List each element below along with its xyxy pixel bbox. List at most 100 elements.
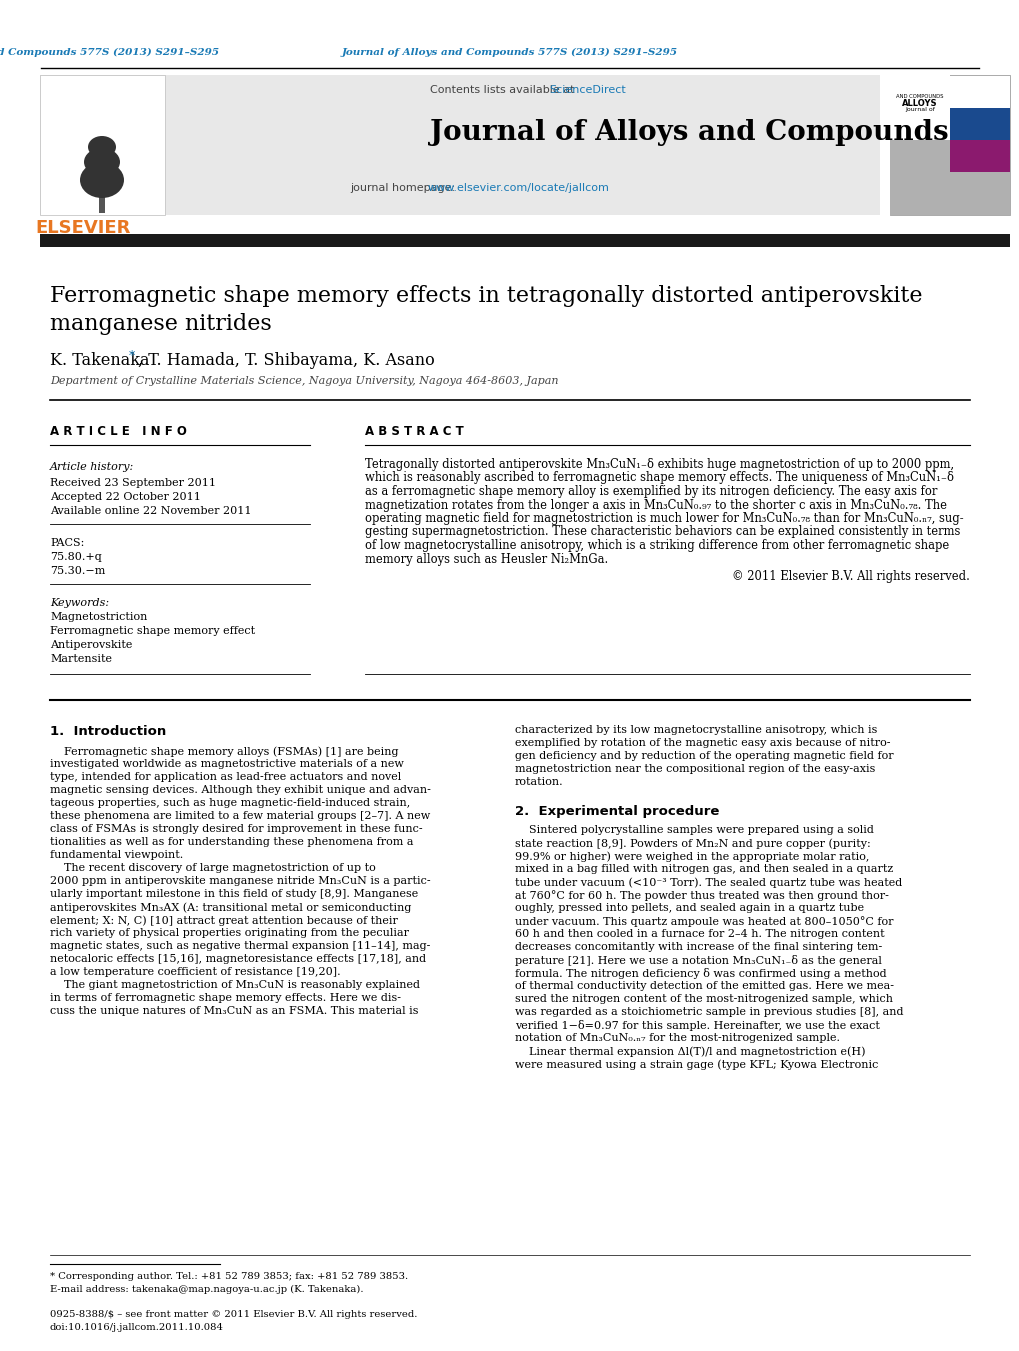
Text: verified 1−δ=0.97 for this sample. Hereinafter, we use the exact: verified 1−δ=0.97 for this sample. Herei… bbox=[515, 1020, 879, 1031]
Text: formula. The nitrogen deficiency δ was confirmed using a method: formula. The nitrogen deficiency δ was c… bbox=[515, 969, 886, 979]
Text: was regarded as a stoichiometric sample in previous studies [8], and: was regarded as a stoichiometric sample … bbox=[515, 1006, 903, 1017]
Text: these phenomena are limited to a few material groups [2–7]. A new: these phenomena are limited to a few mat… bbox=[50, 811, 430, 821]
Text: characterized by its low magnetocrystalline anisotropy, which is: characterized by its low magnetocrystall… bbox=[515, 725, 876, 735]
Text: state reaction [8,9]. Powders of Mn₂N and pure copper (purity:: state reaction [8,9]. Powders of Mn₂N an… bbox=[515, 838, 870, 848]
Text: notation of Mn₃CuN₀.ₙ₇ for the most-nitrogenized sample.: notation of Mn₃CuN₀.ₙ₇ for the most-nitr… bbox=[515, 1034, 840, 1043]
Text: memory alloys such as Heusler Ni₂MnGa.: memory alloys such as Heusler Ni₂MnGa. bbox=[365, 553, 607, 566]
Text: Journal of Alloys and Compounds 577S (2013) S291–S295: Journal of Alloys and Compounds 577S (20… bbox=[341, 47, 678, 57]
Bar bbox=[949, 141, 1009, 172]
Text: , T. Hamada, T. Shibayama, K. Asano: , T. Hamada, T. Shibayama, K. Asano bbox=[138, 353, 434, 369]
Text: Tetragonally distorted antiperovskite Mn₃CuN₁₋δ exhibits huge magnetostriction o: Tetragonally distorted antiperovskite Mn… bbox=[365, 458, 953, 471]
Text: Ferromagnetic shape memory effects in tetragonally distorted antiperovskite: Ferromagnetic shape memory effects in te… bbox=[50, 285, 921, 307]
Text: rotation.: rotation. bbox=[515, 777, 564, 788]
Text: Contents lists available at: Contents lists available at bbox=[430, 85, 578, 95]
Text: operating magnetic field for magnetostriction is much lower for Mn₃CuN₀.₇₈ than : operating magnetic field for magnetostri… bbox=[365, 512, 963, 526]
Text: The giant magnetostriction of Mn₃CuN is reasonably explained: The giant magnetostriction of Mn₃CuN is … bbox=[50, 979, 420, 990]
Text: * Corresponding author. Tel.: +81 52 789 3853; fax: +81 52 789 3853.: * Corresponding author. Tel.: +81 52 789… bbox=[50, 1273, 408, 1281]
Ellipse shape bbox=[79, 162, 124, 199]
Text: of low magnetocrystalline anisotropy, which is a striking difference from other : of low magnetocrystalline anisotropy, wh… bbox=[365, 539, 949, 553]
Text: A R T I C L E   I N F O: A R T I C L E I N F O bbox=[50, 426, 186, 438]
Text: fundamental viewpoint.: fundamental viewpoint. bbox=[50, 850, 183, 861]
Text: decreases concomitantly with increase of the final sintering tem-: decreases concomitantly with increase of… bbox=[515, 942, 881, 952]
Text: © 2011 Elsevier B.V. All rights reserved.: © 2011 Elsevier B.V. All rights reserved… bbox=[732, 570, 969, 584]
Bar bbox=[40, 76, 879, 215]
Text: K. Takenaka: K. Takenaka bbox=[50, 353, 150, 369]
Text: Martensite: Martensite bbox=[50, 654, 112, 663]
Text: perature [21]. Here we use a notation Mn₃CuN₁₋δ as the general: perature [21]. Here we use a notation Mn… bbox=[515, 955, 881, 966]
Text: Journal of Alloys and Compounds: Journal of Alloys and Compounds bbox=[430, 119, 948, 146]
Text: www.elsevier.com/locate/jallcom: www.elsevier.com/locate/jallcom bbox=[427, 182, 608, 193]
Text: Available online 22 November 2011: Available online 22 November 2011 bbox=[50, 507, 252, 516]
Text: Accepted 22 October 2011: Accepted 22 October 2011 bbox=[50, 492, 201, 503]
Text: magnetic sensing devices. Although they exhibit unique and advan-: magnetic sensing devices. Although they … bbox=[50, 785, 430, 794]
Text: doi:10.1016/j.jallcom.2011.10.084: doi:10.1016/j.jallcom.2011.10.084 bbox=[50, 1323, 224, 1332]
Bar bbox=[40, 234, 1009, 247]
Text: The recent discovery of large magnetostriction of up to: The recent discovery of large magnetostr… bbox=[50, 863, 375, 873]
Text: were measured using a strain gage (type KFL; Kyowa Electronic: were measured using a strain gage (type … bbox=[515, 1059, 877, 1070]
Text: Journal of: Journal of bbox=[904, 108, 934, 112]
Bar bbox=[890, 76, 949, 141]
Bar bbox=[890, 141, 1009, 215]
Text: Ferromagnetic shape memory effect: Ferromagnetic shape memory effect bbox=[50, 626, 255, 636]
Text: as a ferromagnetic shape memory alloy is exemplified by its nitrogen deficiency.: as a ferromagnetic shape memory alloy is… bbox=[365, 485, 936, 499]
Text: under vacuum. This quartz ampoule was heated at 800–1050°C for: under vacuum. This quartz ampoule was he… bbox=[515, 916, 893, 927]
Bar bbox=[949, 108, 1009, 141]
Text: investigated worldwide as magnetostrictive materials of a new: investigated worldwide as magnetostricti… bbox=[50, 759, 404, 769]
Text: 75.30.−m: 75.30.−m bbox=[50, 566, 105, 576]
Text: netocaloric effects [15,16], magnetoresistance effects [17,18], and: netocaloric effects [15,16], magnetoresi… bbox=[50, 954, 426, 965]
Text: which is reasonably ascribed to ferromagnetic shape memory effects. The uniquene: which is reasonably ascribed to ferromag… bbox=[365, 471, 953, 485]
Text: Article history:: Article history: bbox=[50, 462, 135, 471]
Text: tube under vacuum (<10⁻³ Torr). The sealed quartz tube was heated: tube under vacuum (<10⁻³ Torr). The seal… bbox=[515, 877, 902, 888]
Text: tionalities as well as for understanding these phenomena from a: tionalities as well as for understanding… bbox=[50, 838, 413, 847]
Text: ALLOYS: ALLOYS bbox=[902, 99, 936, 108]
Text: E-mail address: takenaka@map.nagoya-u.ac.jp (K. Takenaka).: E-mail address: takenaka@map.nagoya-u.ac… bbox=[50, 1285, 363, 1294]
Text: rich variety of physical properties originating from the peculiar: rich variety of physical properties orig… bbox=[50, 928, 409, 938]
Text: class of FSMAs is strongly desired for improvement in these func-: class of FSMAs is strongly desired for i… bbox=[50, 824, 422, 834]
Bar bbox=[99, 182, 105, 213]
Text: *: * bbox=[128, 350, 136, 363]
Text: Linear thermal expansion Δl(T)/l and magnetostriction e(H): Linear thermal expansion Δl(T)/l and mag… bbox=[515, 1046, 865, 1056]
Text: manganese nitrides: manganese nitrides bbox=[50, 313, 271, 335]
Text: journal homepage:: journal homepage: bbox=[350, 182, 459, 193]
Text: tageous properties, such as huge magnetic-field-induced strain,: tageous properties, such as huge magneti… bbox=[50, 798, 410, 808]
Text: exemplified by rotation of the magnetic easy axis because of nitro-: exemplified by rotation of the magnetic … bbox=[515, 738, 890, 748]
Text: ScienceDirect: ScienceDirect bbox=[548, 85, 625, 95]
Text: oughly, pressed into pellets, and sealed again in a quartz tube: oughly, pressed into pellets, and sealed… bbox=[515, 902, 863, 913]
Text: Keywords:: Keywords: bbox=[50, 598, 109, 608]
Text: gesting supermagnetostriction. These characteristic behaviors can be explained c: gesting supermagnetostriction. These cha… bbox=[365, 526, 960, 539]
Text: Received 23 September 2011: Received 23 September 2011 bbox=[50, 478, 216, 488]
Text: type, intended for application as lead-free actuators and novel: type, intended for application as lead-f… bbox=[50, 771, 400, 782]
Text: sured the nitrogen content of the most-nitrogenized sample, which: sured the nitrogen content of the most-n… bbox=[515, 994, 892, 1004]
Text: magnetization rotates from the longer a axis in Mn₃CuN₀.₉₇ to the shorter c axis: magnetization rotates from the longer a … bbox=[365, 499, 946, 512]
Text: 0925-8388/$ – see front matter © 2011 Elsevier B.V. All rights reserved.: 0925-8388/$ – see front matter © 2011 El… bbox=[50, 1310, 417, 1319]
Text: a low temperature coefficient of resistance [19,20].: a low temperature coefficient of resista… bbox=[50, 967, 340, 977]
Text: magnetostriction near the compositional region of the easy-axis: magnetostriction near the compositional … bbox=[515, 765, 874, 774]
Bar bbox=[40, 76, 165, 215]
Text: Magnetostriction: Magnetostriction bbox=[50, 612, 147, 621]
Text: antiperovskites Mn₃AX (A: transitional metal or semiconducting: antiperovskites Mn₃AX (A: transitional m… bbox=[50, 902, 411, 912]
Text: ELSEVIER: ELSEVIER bbox=[36, 219, 130, 236]
Text: at 760°C for 60 h. The powder thus treated was then ground thor-: at 760°C for 60 h. The powder thus treat… bbox=[515, 890, 888, 901]
Text: Antiperovskite: Antiperovskite bbox=[50, 640, 132, 650]
Text: Department of Crystalline Materials Science, Nagoya University, Nagoya 464-8603,: Department of Crystalline Materials Scie… bbox=[50, 376, 558, 386]
Text: 2000 ppm in antiperovskite manganese nitride Mn₃CuN is a partic-: 2000 ppm in antiperovskite manganese nit… bbox=[50, 875, 430, 886]
Text: Sintered polycrystalline samples were prepared using a solid: Sintered polycrystalline samples were pr… bbox=[515, 825, 873, 835]
Text: in terms of ferromagnetic shape memory effects. Here we dis-: in terms of ferromagnetic shape memory e… bbox=[50, 993, 400, 1002]
Ellipse shape bbox=[88, 136, 116, 158]
Text: Ferromagnetic shape memory alloys (FSMAs) [1] are being: Ferromagnetic shape memory alloys (FSMAs… bbox=[50, 746, 398, 757]
Text: 99.9% or higher) were weighed in the appropriate molar ratio,: 99.9% or higher) were weighed in the app… bbox=[515, 851, 868, 862]
Text: magnetic states, such as negative thermal expansion [11–14], mag-: magnetic states, such as negative therma… bbox=[50, 942, 430, 951]
Text: gen deficiency and by reduction of the operating magnetic field for: gen deficiency and by reduction of the o… bbox=[515, 751, 893, 761]
Text: PACS:: PACS: bbox=[50, 538, 85, 549]
Text: 2.  Experimental procedure: 2. Experimental procedure bbox=[515, 805, 718, 817]
Text: 1.  Introduction: 1. Introduction bbox=[50, 725, 166, 738]
Bar bbox=[890, 76, 1009, 215]
Ellipse shape bbox=[84, 149, 120, 176]
Text: 60 h and then cooled in a furnace for 2–4 h. The nitrogen content: 60 h and then cooled in a furnace for 2–… bbox=[515, 929, 883, 939]
Text: mixed in a bag filled with nitrogen gas, and then sealed in a quartz: mixed in a bag filled with nitrogen gas,… bbox=[515, 865, 893, 874]
Text: A B S T R A C T: A B S T R A C T bbox=[365, 426, 464, 438]
Text: AND COMPOUNDS: AND COMPOUNDS bbox=[896, 95, 943, 100]
Text: cuss the unique natures of Mn₃CuN as an FSMA. This material is: cuss the unique natures of Mn₃CuN as an … bbox=[50, 1006, 418, 1016]
Text: Journal of Alloys and Compounds 577S (2013) S291–S295: Journal of Alloys and Compounds 577S (20… bbox=[0, 47, 220, 57]
Text: element; X: N, C) [10] attract great attention because of their: element; X: N, C) [10] attract great att… bbox=[50, 915, 397, 925]
